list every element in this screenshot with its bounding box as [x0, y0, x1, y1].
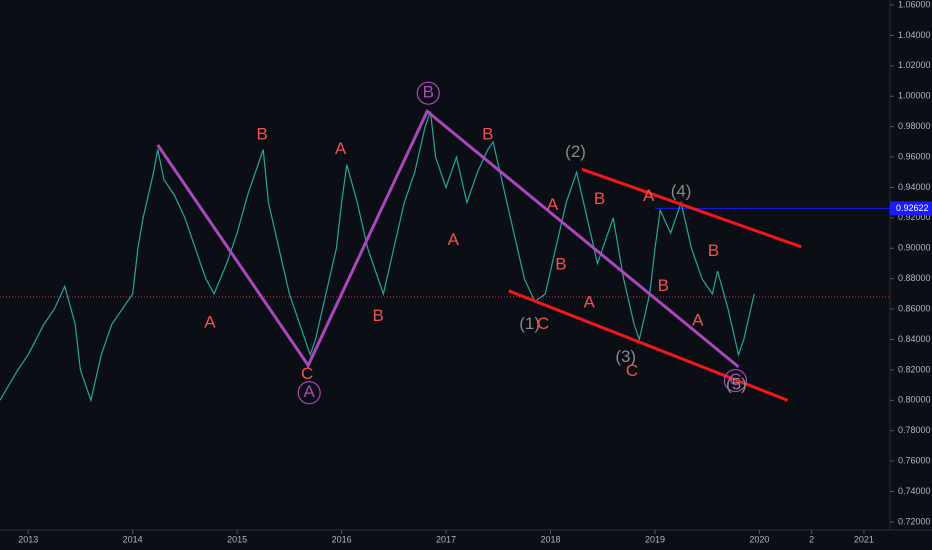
x-tick-label: 2017	[436, 534, 456, 544]
wave-label: B	[708, 241, 719, 260]
y-tick-label: 0.96000	[898, 151, 931, 161]
wave-label: B	[482, 124, 493, 143]
y-tick-label: 0.74000	[898, 486, 931, 496]
trend-line	[156, 109, 740, 369]
wave-label: (1)	[519, 314, 540, 333]
wave-label: C	[537, 314, 549, 333]
y-tick-label: 0.94000	[898, 182, 931, 192]
x-tick-label: 2013	[18, 534, 38, 544]
y-tick-label: 0.92000	[898, 212, 931, 222]
price-label-box	[890, 201, 932, 216]
x-tick-label: 2015	[227, 534, 247, 544]
y-tick-label: 1.00000	[898, 91, 931, 101]
wave-label: B	[372, 306, 383, 325]
wave-label: B	[658, 276, 669, 295]
wave-label: A	[335, 139, 347, 158]
price-label: 0.92622	[896, 203, 929, 213]
x-tick-label: 2014	[123, 534, 143, 544]
wave-label: A	[204, 312, 216, 331]
x-tick-label: 2020	[749, 534, 769, 544]
trend-line	[581, 167, 802, 249]
wave-label: A	[448, 230, 460, 249]
x-tick-label: 2019	[645, 534, 665, 544]
wave-label: (2)	[565, 142, 586, 161]
label-circle	[723, 368, 747, 393]
wave-label: (4)	[671, 182, 692, 201]
y-tick-label: 1.04000	[898, 30, 931, 40]
price-line	[0, 111, 755, 403]
y-tick-label: 1.06000	[898, 0, 931, 9]
y-tick-label: 0.88000	[898, 273, 931, 283]
wave-label: C	[301, 364, 313, 383]
wave-label: (5)	[726, 375, 747, 394]
wave-label: A	[643, 186, 655, 205]
x-tick-label: 2018	[540, 534, 560, 544]
y-tick-label: 0.90000	[898, 243, 931, 253]
x-tick-label: 2	[809, 534, 814, 544]
wave-label: A	[692, 311, 704, 330]
wave-label: C	[729, 370, 741, 389]
wave-label: C	[626, 361, 638, 380]
wave-label: B	[423, 83, 434, 102]
y-tick-label: 0.84000	[898, 334, 931, 344]
wave-label: A	[547, 195, 559, 214]
y-tick-label: 0.98000	[898, 121, 931, 131]
wave-label: B	[594, 189, 605, 208]
trend-line	[508, 289, 789, 402]
label-circle	[297, 381, 321, 405]
label-circle	[416, 81, 440, 105]
wave-label: B	[555, 254, 566, 273]
y-tick-label: 1.02000	[898, 60, 931, 70]
y-tick-label: 0.80000	[898, 395, 931, 405]
wave-label: (3)	[615, 347, 636, 366]
wave-label: A	[304, 382, 316, 401]
x-tick-label: 2021	[854, 534, 874, 544]
y-tick-label: 0.72000	[898, 516, 931, 526]
wave-label: A	[583, 292, 595, 311]
wave-label: B	[257, 124, 268, 143]
y-tick-label: 0.78000	[898, 425, 931, 435]
y-tick-label: 0.86000	[898, 303, 931, 313]
y-tick-label: 0.76000	[898, 456, 931, 466]
y-tick-label: 0.82000	[898, 364, 931, 374]
x-tick-label: 2016	[332, 534, 352, 544]
